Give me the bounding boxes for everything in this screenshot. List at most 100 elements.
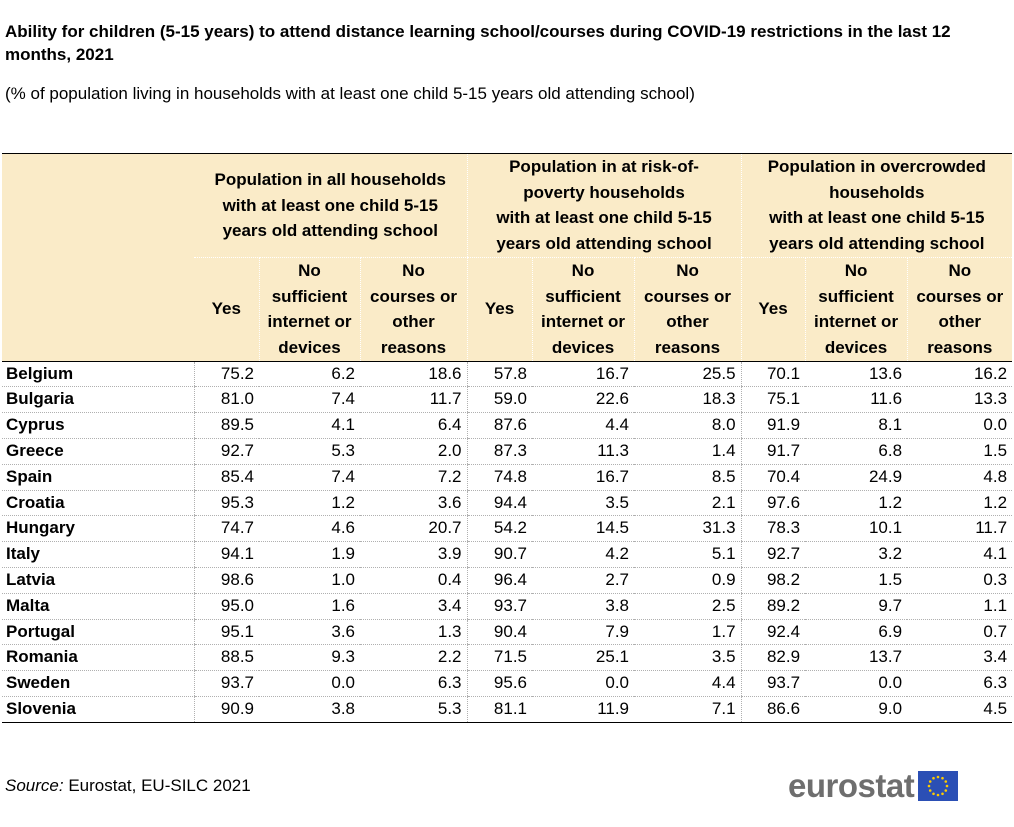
data-cell: 93.7: [466, 593, 533, 620]
sub-column-header: No sufficient internet or devices: [804, 257, 908, 362]
sub-column-header: Yes: [466, 257, 533, 362]
data-cell: 5.1: [634, 541, 742, 568]
data-cell: 3.2: [805, 541, 908, 568]
group-header-line: with at least one child 5-15: [496, 208, 712, 228]
data-cell: 0.4: [360, 567, 468, 594]
data-cell: 1.5: [805, 567, 908, 594]
data-cell: 2.5: [634, 593, 742, 620]
data-cell: 3.4: [907, 644, 1013, 672]
sub-header-row: Yes No sufficient internet or devices No cours…: [2, 257, 1013, 362]
data-cell: 31.3: [634, 515, 742, 543]
sub-column-header: No courses or other reasons: [633, 257, 742, 362]
country-label: Cyprus: [2, 412, 194, 440]
data-cell: 0.9: [634, 567, 742, 594]
sub-column-header-line: internet or: [540, 312, 626, 332]
sub-column-header-line: devices: [278, 337, 341, 357]
sub-column-header-line: sufficient: [545, 286, 621, 306]
data-cell: 1.2: [805, 490, 908, 517]
flag-star: [929, 789, 932, 792]
source-note: Source: Eurostat, EU-SILC 2021: [5, 776, 251, 796]
flag-star: [932, 776, 936, 780]
data-cell: 4.5: [907, 696, 1013, 723]
group-header-line: Population in all households: [214, 169, 446, 189]
data-cell: 3.8: [532, 593, 635, 620]
data-cell: 98.2: [740, 567, 806, 594]
data-cell: 91.9: [740, 412, 806, 440]
data-cell: 95.1: [193, 619, 259, 646]
data-cell: 1.6: [259, 593, 360, 620]
data-cell: 8.5: [634, 464, 742, 491]
data-cell: 54.2: [466, 515, 533, 543]
data-cell: 11.6: [805, 386, 908, 414]
data-cell: 7.2: [360, 464, 468, 491]
eurostat-logo: eurostat: [788, 767, 959, 804]
flag-star: [932, 792, 936, 796]
data-cell: 92.7: [740, 541, 806, 568]
table-row: Italy 94.1 1.9 3.9 90.7 4.2 5.1 92.7 3.2 4.1: [2, 541, 1013, 568]
data-cell: 92.4: [740, 619, 806, 646]
country-label: Greece: [2, 438, 194, 465]
sub-column-header: Yes: [740, 257, 806, 362]
data-cell: 16.7: [532, 361, 635, 388]
sub-column-header-line: other: [666, 312, 709, 332]
chart-subtitle: (% of population living in households wi…: [5, 84, 695, 103]
group-header-line: households: [829, 182, 925, 202]
data-cell: 4.4: [532, 412, 635, 440]
data-cell: 2.0: [360, 438, 468, 465]
data-cell: 88.5: [193, 644, 259, 672]
data-cell: 82.9: [740, 644, 806, 672]
group-header-risk-of-poverty: Population in at risk-of-poverty househo…: [466, 153, 742, 258]
data-cell: 89.5: [193, 412, 259, 440]
sub-column-header-line: other: [392, 312, 435, 332]
data-cell: 18.6: [360, 361, 468, 388]
data-cell: 9.7: [805, 593, 908, 620]
data-cell: 0.0: [805, 670, 908, 697]
data-cell: 0.7: [907, 619, 1013, 646]
group-header-all-households: Population in all households with at leas…: [194, 153, 468, 258]
data-cell: 11.9: [532, 696, 635, 723]
data-cell: 70.1: [740, 361, 806, 388]
data-cell: 96.4: [466, 567, 533, 594]
table-row: Hungary 74.7 4.6 20.7 54.2 14.5 31.3 78.3 10.1 11…: [2, 515, 1013, 543]
data-cell: 94.4: [466, 490, 533, 517]
sub-column-header-line: sufficient: [818, 286, 894, 306]
data-cell: 11.3: [532, 438, 635, 465]
sub-column-header-line: No: [844, 260, 868, 280]
sub-column-header-line: No: [571, 260, 595, 280]
data-cell: 7.1: [634, 696, 742, 723]
data-cell: 4.4: [634, 670, 742, 697]
group-header-line: years old attending school: [222, 221, 438, 241]
data-cell: 1.2: [907, 490, 1013, 517]
sub-column-header-line: other: [938, 312, 982, 332]
data-cell: 7.4: [259, 464, 360, 491]
data-cell: 6.3: [907, 670, 1013, 697]
sub-column-header-line: No: [948, 260, 972, 280]
data-cell: 5.3: [360, 696, 468, 723]
chart-title: Ability for children (5-15 years) to att…: [5, 22, 951, 64]
sub-column-header-line: devices: [824, 337, 888, 357]
data-cell: 1.0: [259, 567, 360, 594]
table-row: Greece 92.7 5.3 2.0 87.3 11.3 1.4 91.7 6.8 1.5: [2, 438, 1013, 465]
data-cell: 1.1: [907, 593, 1013, 620]
logo-text: eurostat: [788, 767, 915, 804]
sub-column-header-line: reasons: [927, 337, 993, 357]
data-cell: 95.6: [466, 670, 533, 697]
flag-star: [941, 792, 945, 796]
table-row: Belgium 75.2 6.2 18.6 57.8 16.7 25.5 70.1 13.6 16…: [2, 361, 1013, 388]
country-label: Slovenia: [2, 696, 194, 723]
table-row: Romania 88.5 9.3 2.2 71.5 25.1 3.5 82.9 13.7 3.4: [2, 644, 1013, 672]
sub-column-header-line: reasons: [654, 337, 721, 357]
data-cell: 9.0: [805, 696, 908, 723]
data-cell: 3.6: [259, 619, 360, 646]
data-cell: 11.7: [360, 386, 468, 414]
eu-flag-icon: [918, 771, 959, 801]
data-cell: 87.3: [466, 438, 533, 465]
country-label: Croatia: [2, 490, 194, 517]
data-cell: 18.3: [634, 386, 742, 414]
country-label: Romania: [2, 644, 194, 672]
table-row: Portugal 95.1 3.6 1.3 90.4 7.9 1.7 92.4 6.9 0.7: [2, 619, 1013, 646]
group-header-line: Population in at risk-of-: [509, 157, 699, 176]
sub-column-header-line: internet or: [814, 312, 899, 332]
group-header-overcrowded: Population in overcrowded households with …: [740, 153, 1013, 258]
data-cell: 2.1: [634, 490, 742, 517]
